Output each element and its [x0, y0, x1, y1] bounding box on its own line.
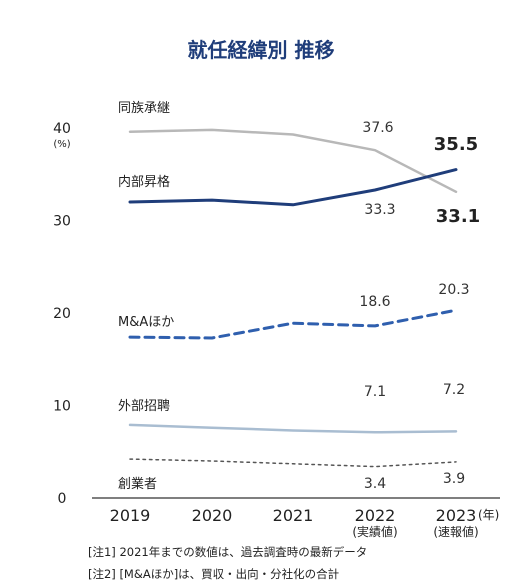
y-tick-label: 10: [53, 399, 71, 415]
data-label: 37.6: [362, 120, 393, 136]
note-1: [注1] 2021年までの数値は、過去調査時の最新データ: [88, 545, 367, 559]
y-tick-label: 40: [53, 121, 71, 137]
x-tick-label: 2020: [192, 506, 233, 525]
x-tick-sublabel: (速報値): [433, 524, 478, 539]
series-label: 外部招聘: [118, 399, 170, 414]
x-tick-label: 2021: [273, 506, 314, 525]
series-label: M&Aほか: [118, 315, 174, 330]
x-tick-label: 2019: [110, 506, 151, 525]
series-label: 内部昇格: [118, 174, 170, 190]
series-line-4: [129, 458, 457, 468]
y-axis: 0 10 20 30 40: [53, 121, 71, 507]
y-tick-label: 0: [58, 491, 67, 507]
y-tick-label: 30: [53, 214, 71, 230]
y-unit-label: (%): [53, 139, 70, 150]
data-label: 33.1: [436, 206, 480, 227]
x-tick-label: 2023: [436, 506, 477, 525]
x-tick-label: 2022: [355, 506, 396, 525]
data-label: 7.2: [443, 382, 465, 398]
data-label: 3.4: [364, 476, 386, 492]
series-line-1: [128, 168, 458, 207]
series-label: 同族承継: [118, 100, 170, 116]
data-label: 7.1: [364, 384, 386, 400]
series-label: 創業者: [118, 476, 157, 492]
series-line-0: [128, 128, 458, 194]
data-label: 35.5: [434, 134, 478, 155]
chart-title: 就任経緯別 推移: [188, 38, 335, 62]
note-2: [注2] [M&Aほか]は、買収・出向・分社化の合計: [88, 567, 339, 581]
series-line-3: [128, 423, 458, 434]
y-tick-label: 20: [53, 306, 71, 322]
data-labels: 37.6 33.1 33.3 35.5 18.6 20.3 7.1 7.2 3.4 3.9: [359, 120, 480, 492]
data-label: 18.6: [359, 294, 390, 310]
data-label: 20.3: [438, 282, 469, 298]
x-unit-label: (年): [478, 508, 499, 522]
data-label: 3.9: [443, 471, 465, 487]
x-axis: 2019 2020 2021 2022(実績値) 2023(速報値): [92, 497, 500, 539]
series-line-2: [128, 308, 458, 340]
data-label: 33.3: [364, 202, 395, 218]
x-tick-sublabel: (実績値): [352, 524, 397, 539]
series-lines: [128, 128, 458, 468]
